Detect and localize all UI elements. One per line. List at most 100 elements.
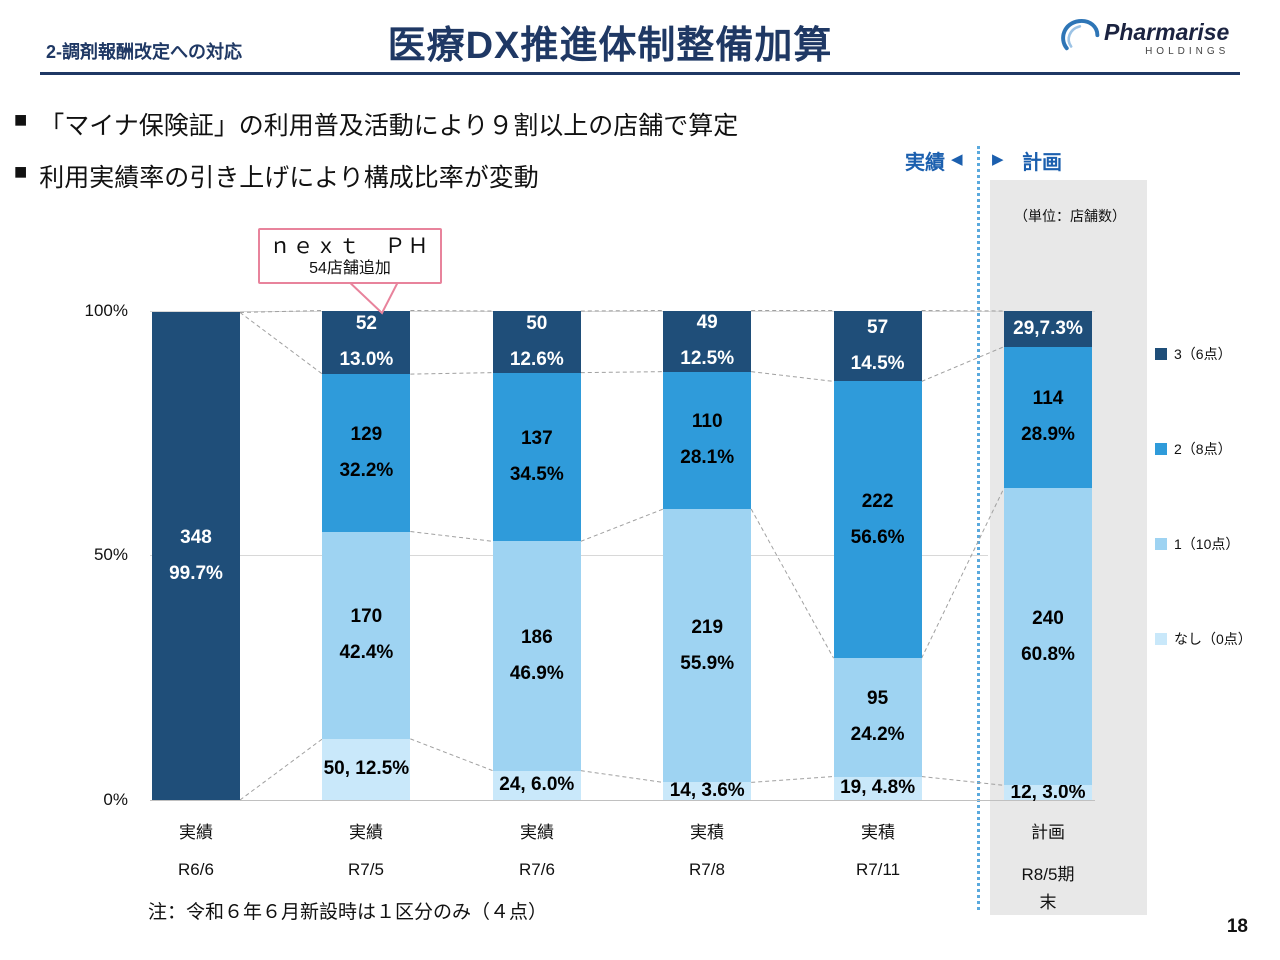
right-arrow-icon: ▶ (992, 151, 1004, 168)
bar-segment-label: 186 (520, 626, 553, 648)
bar-segment-label: 56.6% (850, 526, 905, 548)
footnote: 注：令和６年６月新設時は１区分のみ（４点） (148, 902, 548, 923)
bar-segment-label: 50 (526, 312, 548, 334)
bar-segment-label: 46.9% (509, 662, 564, 684)
legend-item-1: 1（10点） (1155, 534, 1239, 554)
page-number: 18 (1226, 916, 1248, 937)
unit-label: （単位：店舗数） (1014, 208, 1126, 224)
bar-segment-label: 42.4% (339, 642, 394, 664)
page-title: 医療DX推進体制整備加算 (387, 25, 833, 67)
bar-segment-none: 24, 6.0% (492, 770, 581, 800)
left-arrow-icon: ◀ (951, 151, 963, 168)
legend-item-2: 2（8点） (1155, 439, 1232, 459)
bar-segment-label: 95 (867, 688, 889, 710)
bar-segment-label: 348 (180, 527, 212, 549)
logo-subtitle: HOLDINGS (1145, 45, 1230, 57)
x-period-4: R7/8 (689, 860, 725, 879)
bar-segment-two: 222 56.6% (833, 381, 922, 659)
actual-plan-divider-line (977, 146, 980, 910)
bar-segment-none: 19, 4.8% (833, 776, 922, 800)
bar-segment-one: 186 46.9% (492, 541, 581, 771)
logo-name: Pharmarise (1104, 18, 1230, 45)
bar-segment-label: 60.8% (1021, 643, 1075, 665)
bar-segment-label: 219 (691, 616, 724, 638)
bullet-icon: ■ (14, 107, 28, 132)
bar-segment-label: 29,7.3% (1013, 317, 1083, 339)
y-tick-50: 50% (93, 545, 128, 564)
bar-segment-one: 170 42.4% (322, 531, 411, 739)
bar-segment-label: 24, 6.0% (499, 774, 575, 796)
header-rule (40, 72, 1240, 75)
bar-segment-label: 28.1% (680, 447, 735, 469)
bar-segment-label: 222 (861, 490, 894, 512)
x-label-6: 計画 (1031, 823, 1065, 842)
bar-segment-one: 219 55.9% (663, 509, 752, 783)
bar-segment-three: 49 12.5% (663, 310, 752, 372)
x-label-2: 実績 (349, 823, 383, 842)
bar-segment-label: 14.5% (850, 352, 905, 374)
bar-segment-none: 12, 3.0% (1004, 782, 1092, 803)
legend-label: 2（8点） (1174, 441, 1232, 457)
bar-segment-two: 129 32.2% (322, 374, 411, 532)
x-period-2: R7/5 (348, 860, 384, 879)
x-label-3: 実績 (520, 823, 554, 842)
x-period-6b: 末 (1039, 893, 1057, 912)
x-period-6: R8/5期 (1021, 865, 1075, 884)
bar-segment-two: 114 28.9% (1004, 346, 1092, 488)
bar-segment-label: 240 (1032, 607, 1064, 629)
x-period-3: R7/6 (519, 860, 555, 879)
section-label: 2-調剤報酬改定への対応 (46, 42, 243, 62)
bar-segment-label: 32.2% (339, 459, 394, 481)
bar-segment-three: 52 13.0% (322, 310, 411, 375)
bar-segment-label: 52 (355, 313, 377, 335)
gridline-100 (150, 311, 1095, 312)
bar-segment-label: 12.5% (680, 348, 735, 370)
bar-segment-label: 12, 3.0% (1010, 781, 1086, 803)
bullet-text: 「マイナ保険証」の利用普及活動により９割以上の店舗で算定 (39, 112, 739, 140)
x-label-4: 実積 (690, 823, 724, 842)
bullet-text: 利用実績率の引き上げにより構成比率が変動 (39, 164, 539, 192)
x-axis-line (150, 800, 1095, 801)
bar-segment-label: 110 (691, 411, 723, 433)
y-tick-100: 100% (84, 301, 128, 320)
bar-segment-label: 14, 3.6% (669, 780, 745, 802)
bar-segment-one: 240 60.8% (1004, 488, 1092, 786)
bullet-icon: ■ (14, 159, 28, 184)
actual-label: 実績 (905, 152, 945, 174)
bar-segment-three: 348 99.7% (152, 312, 240, 800)
legend-item-3: 3（6点） (1155, 344, 1232, 364)
bar-segment-label: 34.5% (509, 463, 564, 485)
legend-swatch-3 (1155, 348, 1167, 360)
bar-segment-label: 57 (867, 316, 889, 338)
bar-segment-label: 99.7% (169, 563, 223, 585)
x-label-5: 実積 (861, 823, 895, 842)
bar-segment-label: 49 (696, 311, 718, 333)
bar-segment-label: 28.9% (1021, 424, 1075, 446)
legend-swatch-2 (1155, 443, 1167, 455)
bar-segment-three: 57 14.5% (833, 310, 922, 382)
bar-segment-three: 50 12.6% (492, 311, 581, 373)
bar-segment-label: 137 (520, 427, 553, 449)
logo-swoosh-icon (1058, 16, 1100, 61)
legend-swatch-none (1155, 633, 1167, 645)
legend-swatch-1 (1155, 538, 1167, 550)
legend-item-none: なし（0点） (1155, 629, 1252, 649)
bullet-line-2: ■ 利用実績率の引き上げにより構成比率が変動 (14, 158, 539, 194)
bar-segment-one: 95 24.2% (833, 658, 922, 777)
plan-label: 計画 (1022, 152, 1062, 174)
bar-segment-three: 29,7.3% (1004, 311, 1092, 347)
bar-segment-label: 55.9% (680, 652, 735, 674)
y-tick-0: 0% (103, 790, 128, 809)
callout-next-ph: ｎｅｘｔ ＰＨ 54店舗追加 (258, 228, 442, 284)
bullet-line-1: ■ 「マイナ保険証」の利用普及活動により９割以上の店舗で算定 (14, 106, 738, 142)
bar-segment-label: 24.2% (850, 724, 905, 746)
bar-segment-label: 170 (350, 606, 383, 628)
bar-segment-none: 50, 12.5% (322, 738, 411, 800)
bar-segment-label: 114 (1032, 388, 1064, 410)
x-label-1: 実績 (179, 823, 213, 842)
callout-title: ｎｅｘｔ ＰＨ (269, 234, 431, 258)
legend-label: 3（6点） (1174, 346, 1232, 362)
bar-segment-two: 110 28.1% (663, 371, 752, 510)
bar-segment-label: 50, 12.5% (323, 758, 410, 780)
